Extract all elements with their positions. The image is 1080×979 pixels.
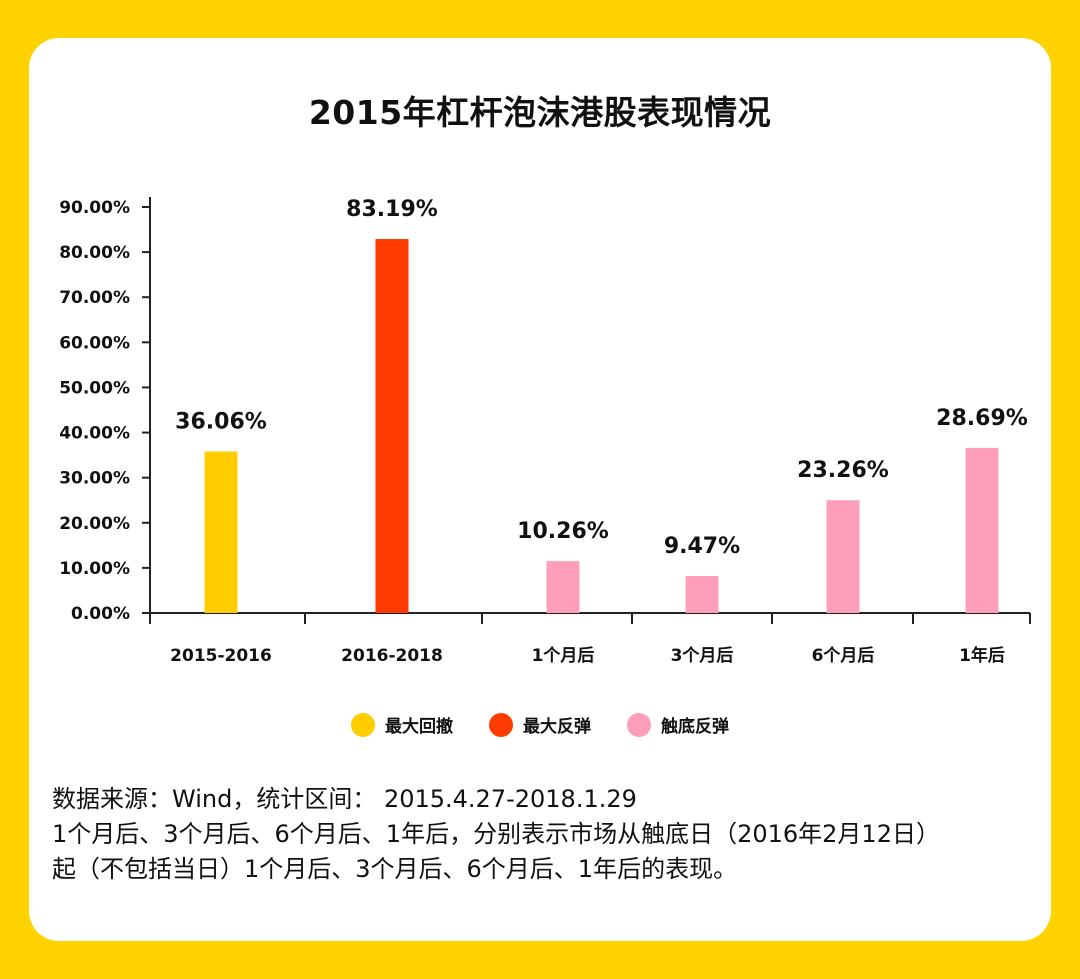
bar <box>375 239 409 614</box>
bar <box>826 500 860 613</box>
bar <box>546 561 580 613</box>
data-label: 9.47% <box>664 534 740 559</box>
legend-label-max-rebound: 最大反弹 <box>523 717 591 737</box>
bar <box>685 576 719 613</box>
bar <box>965 447 999 613</box>
x-tick-label: 1年后 <box>959 645 1005 666</box>
bar-chart: 0.00% 10.00% 20.00% 30.00% 40.00% 50.00% 60.00… <box>59 197 1031 666</box>
note-explanation-2: 起（不包括当日）1个月后、3个月后、6个月后、1年后的表现。 <box>52 855 738 883</box>
data-label: 28.69% <box>936 406 1028 431</box>
bar <box>204 451 238 613</box>
y-tick-label: 20.00% <box>59 514 130 534</box>
data-label: 83.19% <box>346 197 438 222</box>
y-tick-label: 30.00% <box>59 469 130 489</box>
y-tick-label: 80.00% <box>59 243 130 263</box>
y-tick-label: 90.00% <box>59 198 130 218</box>
legend-item-max-rebound: 最大反弹 <box>489 712 591 737</box>
x-tick-label: 6个月后 <box>812 645 875 666</box>
data-label: 10.26% <box>517 519 609 544</box>
x-tick-label: 2016-2018 <box>341 646 443 666</box>
y-tick-label: 70.00% <box>59 288 130 308</box>
x-tick-label: 1个月后 <box>532 645 595 666</box>
data-label: 23.26% <box>797 458 889 483</box>
chart-card <box>29 38 1051 941</box>
legend-swatch-max-rebound <box>489 712 513 737</box>
legend-swatch-bottom-rebound <box>627 712 651 737</box>
legend-item-max-drawdown: 最大回撤 <box>351 712 453 737</box>
y-tick-label: 10.00% <box>59 559 130 579</box>
legend-swatch-max-drawdown <box>351 712 375 737</box>
notes: 数据来源：Wind，统计区间： 2015.4.27-2018.1.29 1个月后… <box>52 782 1042 887</box>
note-explanation-1: 1个月后、3个月后、6个月后、1年后，分别表示市场从触底日（2016年2月12日… <box>52 820 940 848</box>
legend-label-bottom-rebound: 触底反弹 <box>661 717 729 737</box>
note-source: 数据来源：Wind，统计区间： 2015.4.27-2018.1.29 <box>52 785 637 813</box>
legend: 最大回撤 最大反弹 触底反弹 <box>0 712 1080 737</box>
y-tick-label: 0.00% <box>71 604 130 624</box>
legend-item-bottom-rebound: 触底反弹 <box>627 712 729 737</box>
x-tick-label: 2015-2016 <box>170 646 272 666</box>
y-tick-label: 50.00% <box>59 378 130 398</box>
chart-title: 2015年杠杆泡沫港股表现情况 <box>308 93 772 132</box>
y-tick-label: 40.00% <box>59 424 130 444</box>
x-tick-label: 3个月后 <box>671 645 734 666</box>
legend-label-max-drawdown: 最大回撤 <box>385 717 453 737</box>
y-tick-label: 60.00% <box>59 333 130 353</box>
data-label: 36.06% <box>175 410 267 435</box>
